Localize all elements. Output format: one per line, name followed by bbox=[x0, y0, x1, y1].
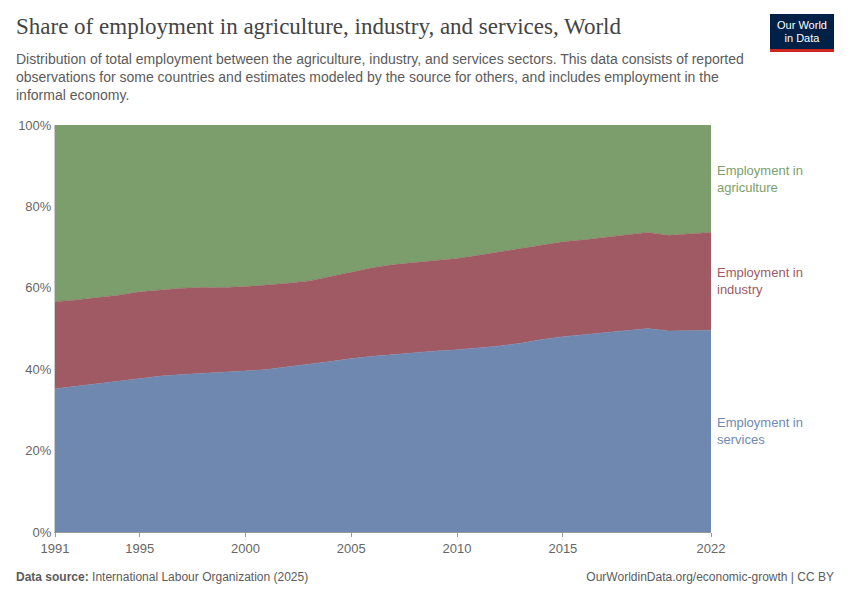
html-text:Our World: Our World bbox=[777, 19, 827, 31]
svg-text:60%: 60% bbox=[25, 280, 51, 295]
svg-text:2005: 2005 bbox=[337, 541, 366, 556]
svg-text:Employment inservices: Employment inservices bbox=[717, 415, 803, 447]
svg-text:100%: 100% bbox=[18, 118, 52, 133]
svg-text:Employment inagriculture: Employment inagriculture bbox=[717, 163, 803, 195]
html-text:Data source: International Lab: Data source: International Labour Organi… bbox=[16, 570, 309, 584]
svg-text:2010: 2010 bbox=[443, 541, 472, 556]
svg-text:2000: 2000 bbox=[231, 541, 260, 556]
svg-text:20%: 20% bbox=[25, 443, 51, 458]
svg-text:2022: 2022 bbox=[697, 541, 726, 556]
html-text:in Data: in Data bbox=[784, 32, 820, 44]
html-text:Distribution of total employme: Distribution of total employment between… bbox=[16, 51, 744, 103]
svg-text:0%: 0% bbox=[33, 525, 52, 540]
svg-text:1995: 1995 bbox=[125, 541, 154, 556]
svg-text:40%: 40% bbox=[25, 362, 51, 377]
html-text:OurWorldinData.org/economic-gr: OurWorldinData.org/economic-growth | CC … bbox=[586, 570, 834, 584]
svg-text:1991: 1991 bbox=[41, 541, 70, 556]
svg-text:80%: 80% bbox=[25, 199, 51, 214]
svg-text:2015: 2015 bbox=[548, 541, 577, 556]
svg-text:Employment inindustry: Employment inindustry bbox=[717, 265, 803, 297]
html-text:Share of employment in agricul: Share of employment in agriculture, indu… bbox=[16, 14, 621, 39]
